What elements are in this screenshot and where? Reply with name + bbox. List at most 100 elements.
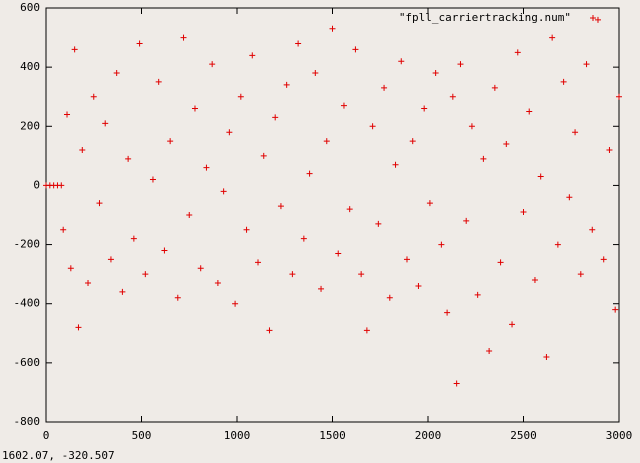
point <box>209 61 216 68</box>
point <box>329 25 336 32</box>
point <box>295 40 302 47</box>
point <box>312 70 319 77</box>
point <box>606 146 613 153</box>
point <box>381 84 388 91</box>
point <box>403 256 410 263</box>
point <box>191 105 198 112</box>
point <box>155 78 162 85</box>
point <box>220 188 227 195</box>
point <box>60 226 67 233</box>
point <box>71 46 78 53</box>
point <box>520 209 527 216</box>
point <box>543 353 550 360</box>
legend-marker <box>590 15 596 21</box>
point <box>174 294 181 301</box>
x-tick-label: 3000 <box>606 429 633 442</box>
legend-label: "fpll_carriertracking.num" <box>399 11 571 24</box>
point <box>554 241 561 248</box>
point <box>453 380 460 387</box>
point <box>572 129 579 136</box>
point <box>474 291 481 298</box>
point <box>167 138 174 145</box>
point <box>266 327 273 334</box>
point <box>277 203 284 210</box>
point <box>600 256 607 263</box>
point <box>497 259 504 266</box>
point <box>531 277 538 284</box>
point <box>260 152 267 159</box>
point <box>255 259 262 266</box>
point <box>203 164 210 171</box>
status-text: 1602.07, -320.507 <box>2 449 115 462</box>
y-tick-label: -800 <box>14 415 41 428</box>
point <box>125 155 132 162</box>
point <box>358 271 365 278</box>
point <box>491 84 498 91</box>
y-tick-label: -400 <box>14 297 41 310</box>
point <box>186 212 193 218</box>
point <box>386 294 393 301</box>
point <box>449 93 456 100</box>
point <box>232 300 239 307</box>
point <box>85 280 92 287</box>
point <box>149 176 156 183</box>
point <box>318 285 325 292</box>
point <box>468 123 475 130</box>
point <box>560 78 567 85</box>
point <box>426 200 433 207</box>
point <box>589 226 596 233</box>
point <box>398 58 405 65</box>
x-tick-label: 1000 <box>224 429 251 442</box>
point <box>142 271 149 278</box>
point <box>130 235 137 242</box>
point <box>272 114 279 121</box>
point <box>102 120 109 127</box>
point <box>549 34 556 41</box>
point <box>237 93 244 100</box>
y-tick-label: 0 <box>33 178 40 191</box>
point <box>369 123 376 130</box>
point <box>283 81 290 88</box>
point <box>197 265 204 272</box>
x-tick-label: 2000 <box>415 429 442 442</box>
point <box>409 138 416 145</box>
point <box>180 34 187 41</box>
point <box>486 348 493 355</box>
point <box>289 271 296 278</box>
point <box>444 309 451 316</box>
point <box>90 93 97 100</box>
point <box>243 226 250 233</box>
point <box>79 146 86 153</box>
point <box>214 280 221 287</box>
point <box>566 194 573 201</box>
x-tick-label: 0 <box>43 429 50 442</box>
y-tick-label: -200 <box>14 238 41 251</box>
point <box>616 93 622 100</box>
point <box>509 321 516 328</box>
point <box>107 256 114 263</box>
point <box>577 271 584 278</box>
point <box>346 206 353 213</box>
point <box>136 40 143 47</box>
point <box>323 138 330 145</box>
y-tick-label: 400 <box>20 60 40 73</box>
point <box>113 70 120 77</box>
point <box>340 102 347 109</box>
point <box>249 52 256 59</box>
point <box>161 247 168 254</box>
point <box>75 324 82 331</box>
point <box>421 105 428 112</box>
point <box>612 306 619 313</box>
point <box>335 250 342 257</box>
point <box>306 170 313 177</box>
point <box>583 61 590 68</box>
point <box>300 235 307 242</box>
point <box>119 288 126 295</box>
plot-frame <box>45 7 620 423</box>
point <box>363 327 370 334</box>
point <box>594 16 601 23</box>
x-tick-label: 500 <box>132 429 152 442</box>
point <box>514 49 521 56</box>
point <box>392 161 399 168</box>
y-tick-label: 600 <box>20 1 40 14</box>
